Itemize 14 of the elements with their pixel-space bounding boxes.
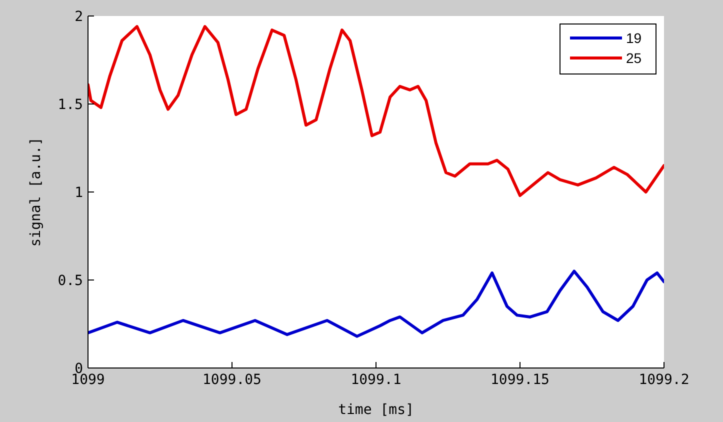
y-tick-label: 1.5	[58, 97, 83, 113]
x-tick-label: 1099.05	[202, 372, 262, 388]
y-tick-label: 0.5	[58, 273, 83, 289]
y-tick-label: 1	[74, 185, 83, 201]
y-axis-title: signal [a.u.]	[28, 137, 44, 247]
x-tick-label: 1099.1	[350, 372, 402, 388]
x-tick-label: 1099.2	[638, 372, 690, 388]
y-tick-label: 2	[74, 9, 83, 25]
legend-label: 19	[626, 30, 642, 46]
x-axis-title: time [ms]	[338, 402, 414, 418]
x-tick-label: 1099.15	[490, 372, 550, 388]
line-series	[88, 25, 664, 198]
legend-label: 25	[626, 50, 642, 66]
line-series	[88, 270, 664, 338]
